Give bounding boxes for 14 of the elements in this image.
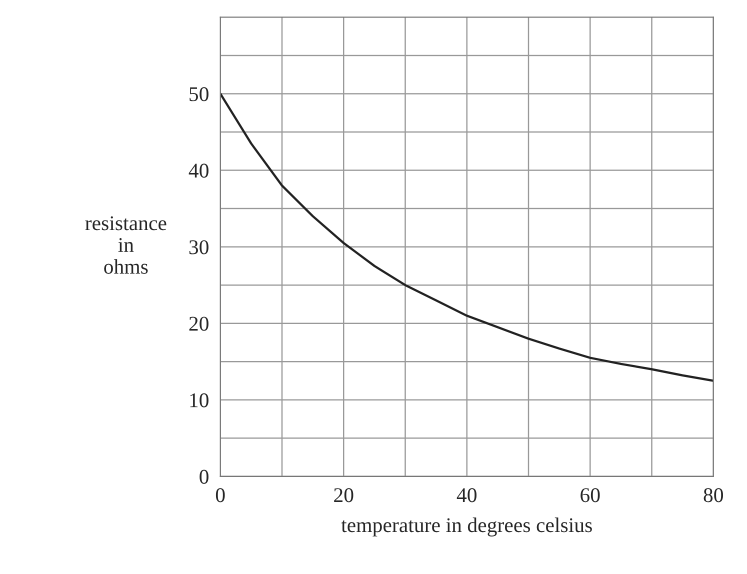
y-tick-label: 50	[190, 87, 208, 102]
x-tick-label: 80	[704, 488, 724, 502]
y-tick-label: 0	[200, 470, 208, 484]
x-tick-label: 20	[334, 488, 354, 502]
x-tick-label: 40	[456, 488, 476, 502]
x-axis-title: temperature in degrees celsius	[341, 518, 592, 536]
y-tick-label: 10	[190, 393, 208, 408]
x-tick-label: 60	[580, 488, 600, 502]
y-axis-title: resistance in ohms	[85, 216, 166, 274]
y-tick-label: 20	[189, 316, 208, 331]
x-tick-label: 0	[216, 488, 225, 502]
y-tick-label: 40	[188, 164, 208, 178]
y-tick-label: 30	[189, 240, 208, 254]
line-series	[220, 92, 714, 382]
